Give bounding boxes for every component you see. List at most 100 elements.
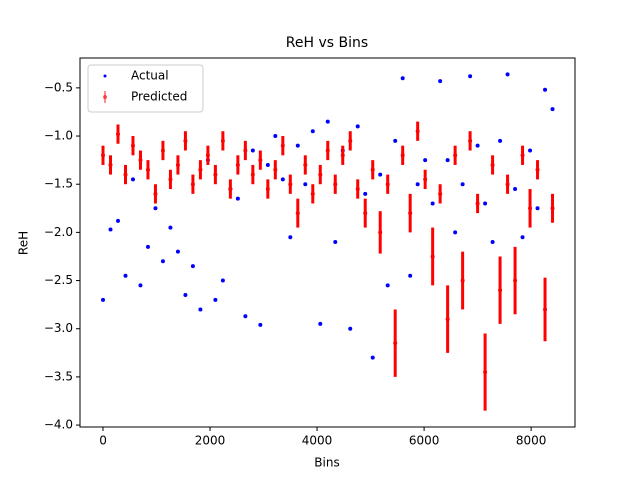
point [363,191,368,196]
y-axis-label: ReH [17,231,31,255]
point [198,307,203,312]
point [213,297,218,302]
point [550,206,555,211]
point [445,158,450,163]
point [535,206,540,211]
point [430,201,435,206]
chart-title: ReH vs Bins [286,35,368,51]
point [333,182,338,187]
point [408,211,413,216]
point [475,201,480,206]
point [445,317,450,322]
point [310,191,315,196]
point [101,297,106,302]
x-tick-label: 8000 [516,434,547,448]
point [295,211,300,216]
point [183,138,188,143]
point [543,87,548,92]
point [513,278,518,283]
point [190,182,195,187]
point [483,370,488,375]
point [355,187,360,192]
point [160,148,165,153]
point [145,167,150,172]
point [385,283,390,288]
point [385,182,390,187]
point [243,314,248,319]
point [430,254,435,259]
point [168,225,173,230]
y-tick-label: −0.5 [44,80,73,94]
point [168,177,173,182]
point [393,138,398,143]
point [423,177,428,182]
point [340,153,345,158]
axes-frame [79,57,576,428]
y-tick-label: −3.5 [44,369,73,383]
y-tick-label: −4.0 [44,418,73,432]
point [115,132,120,137]
point [378,172,383,177]
point [123,273,128,278]
point [325,148,330,153]
point [475,143,480,148]
point [190,264,195,269]
point [108,162,113,167]
point [415,182,420,187]
point [175,162,180,167]
point [220,278,225,283]
y-tick-label: −2.0 [44,225,73,239]
point [348,138,353,143]
legend-box [87,64,204,113]
point [520,153,525,158]
point [528,206,533,211]
legend-swatch [103,74,107,78]
point [235,162,240,167]
point [273,134,278,139]
point [453,230,458,235]
point [438,191,443,196]
point [228,187,233,192]
point [175,249,180,254]
point [543,307,548,312]
point [370,167,375,172]
point [468,138,473,143]
point [280,177,285,182]
point [318,321,323,326]
point [498,288,503,293]
point [370,355,375,360]
point [138,283,143,288]
point [288,235,293,240]
point [460,182,465,187]
point [205,153,210,158]
point [528,148,533,153]
point [483,201,488,206]
point [423,158,428,163]
point [115,218,120,223]
point [288,182,293,187]
point [295,143,300,148]
point [505,72,510,77]
legend-swatch [103,95,107,99]
point [273,167,278,172]
point [468,74,473,79]
point [183,293,188,298]
point [378,230,383,235]
point [438,79,443,84]
y-tick-label: −2.5 [44,273,73,287]
point [145,244,150,249]
point [280,143,285,148]
point [130,143,135,148]
point [348,326,353,331]
point [535,167,540,172]
point [258,322,263,327]
point [318,172,323,177]
point [250,148,255,153]
point [123,172,128,177]
point [490,162,495,167]
point [400,153,405,158]
point [250,172,255,177]
point [333,240,338,245]
